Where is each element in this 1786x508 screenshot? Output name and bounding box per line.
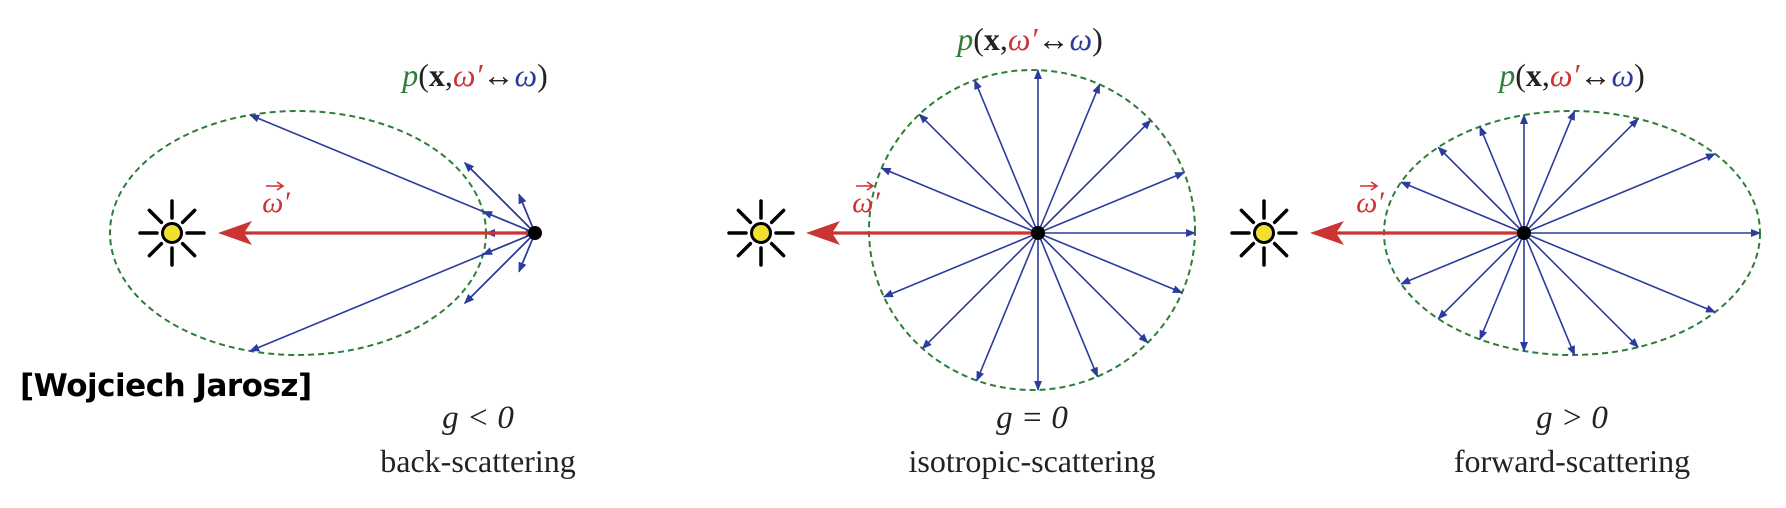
scatter-ray — [1037, 232, 1149, 344]
light-ray — [1239, 208, 1256, 225]
light-source-icon — [1230, 199, 1298, 267]
scatter-ray — [1523, 153, 1716, 234]
scatter-ray — [1037, 171, 1186, 234]
credit-label: [Wojciech Jarosz] — [20, 368, 312, 404]
formula-arrow: ↔ — [483, 57, 515, 93]
light-source-icon — [727, 199, 795, 267]
light-source-icon — [138, 199, 206, 267]
arrowhead-icon — [806, 221, 840, 245]
scatter-ray — [973, 79, 1039, 234]
light-ray — [147, 241, 164, 258]
light-ray — [1272, 208, 1289, 225]
light-ray — [736, 208, 753, 225]
scatter-ray — [1400, 181, 1525, 234]
phase-function-formula: p(x,ω′↔ω) — [1497, 57, 1645, 93]
light-core — [1253, 222, 1275, 244]
g-condition: g < 0 — [442, 400, 514, 436]
scatter-ray — [464, 232, 536, 304]
light-ray — [147, 208, 164, 225]
light-core — [161, 222, 183, 244]
phase-function-formula: p(x,ω′↔ω) — [955, 21, 1103, 57]
scattering-point — [528, 226, 542, 240]
arrowhead-icon — [1310, 221, 1344, 245]
formula-omega-prime: ω′ — [453, 57, 484, 93]
scattering-type: forward-scattering — [1454, 443, 1690, 479]
formula-omega: ω — [1070, 21, 1093, 57]
scatter-ray — [1523, 118, 1639, 234]
scatter-ray — [976, 232, 1039, 382]
light-ray — [769, 208, 786, 225]
scatter-ray — [1479, 125, 1525, 234]
scatter-ray — [464, 162, 536, 234]
formula-omega-prime: ω′ — [1550, 57, 1581, 93]
scatter-ray — [880, 167, 1039, 234]
scattering-type: isotropic-scattering — [908, 443, 1155, 479]
vector-arrow — [1360, 181, 1379, 191]
light-core — [750, 222, 772, 244]
scatter-ray — [1523, 232, 1639, 348]
formula-omega: ω — [515, 57, 538, 93]
formula-paren-open: ( — [1515, 57, 1526, 93]
formula-x: x — [1526, 57, 1542, 93]
formula-arrow: ↔ — [1580, 57, 1612, 93]
formula-paren-close: ) — [1634, 57, 1645, 93]
scatter-ray — [1037, 119, 1152, 234]
formula-p: p — [955, 21, 973, 57]
scatter-ray — [1400, 232, 1525, 285]
scattering-point — [1031, 226, 1045, 240]
light-ray — [1239, 241, 1256, 258]
formula-x: x — [429, 57, 445, 93]
formula-p: p — [400, 57, 418, 93]
scattering-type: back-scattering — [380, 443, 575, 479]
formula-omega: ω — [1612, 57, 1635, 93]
light-ray — [180, 208, 197, 225]
scatter-ray — [1037, 83, 1101, 234]
formula-p: p — [1497, 57, 1515, 93]
arrowhead-icon — [218, 221, 252, 245]
incoming-label: ω′ — [1356, 186, 1384, 219]
scatter-ray — [921, 232, 1039, 350]
light-ray — [180, 241, 197, 258]
g-condition: g = 0 — [996, 400, 1068, 436]
scatter-ray — [1437, 232, 1525, 320]
formula-paren-close: ) — [537, 57, 548, 93]
scatter-ray — [1037, 232, 1183, 294]
scatter-ray — [249, 232, 536, 352]
g-condition: g > 0 — [1536, 400, 1608, 436]
scatter-ray — [918, 113, 1039, 234]
scatter-ray — [1479, 232, 1525, 341]
scatter-ray — [1523, 110, 1576, 234]
scatter-ray — [882, 232, 1039, 298]
phase-function-formula: p(x,ω′↔ω) — [400, 57, 548, 93]
vector-arrow — [856, 181, 875, 191]
formula-paren-close: ) — [1092, 21, 1103, 57]
formula-comma: , — [1542, 57, 1550, 93]
incoming-label: ω′ — [262, 186, 290, 219]
formula-comma: , — [445, 57, 453, 93]
formula-x: x — [984, 21, 1000, 57]
formula-paren-open: ( — [418, 57, 429, 93]
scattering-point — [1517, 226, 1531, 240]
formula-paren-open: ( — [973, 21, 984, 57]
light-ray — [769, 241, 786, 258]
formula-omega-prime: ω′ — [1008, 21, 1039, 57]
incoming-label: ω′ — [852, 186, 880, 219]
formula-arrow: ↔ — [1038, 21, 1070, 57]
light-ray — [736, 241, 753, 258]
scatter-ray — [1437, 146, 1525, 234]
scatter-ray — [1523, 232, 1576, 356]
scatter-ray — [1523, 232, 1716, 313]
light-ray — [1272, 241, 1289, 258]
scatter-ray — [482, 210, 536, 234]
vector-arrow — [266, 181, 285, 191]
formula-comma: , — [1000, 21, 1008, 57]
scatter-ray — [1037, 232, 1099, 378]
